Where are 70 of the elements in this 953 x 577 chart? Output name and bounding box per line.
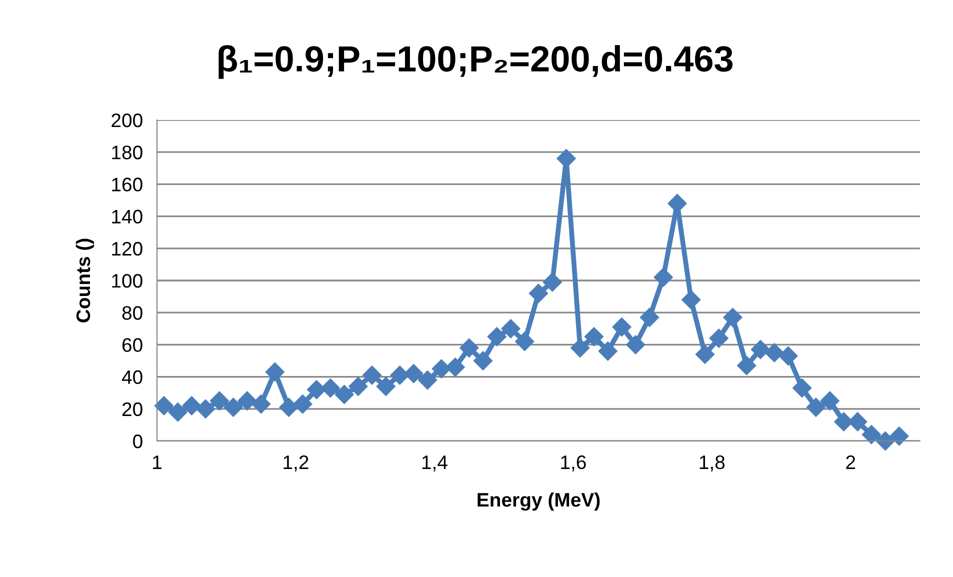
point (778, 346, 798, 366)
y-axis-title: Counts () (76, 238, 94, 322)
point (820, 391, 840, 410)
x-tick-label: 2 (846, 455, 856, 469)
y-tick-label: 160 (112, 178, 142, 192)
point (473, 351, 493, 370)
point (238, 391, 257, 410)
y-tick-label: 80 (122, 306, 142, 320)
point (487, 327, 506, 346)
x-axis-title: Energy (MeV) (478, 492, 600, 511)
point (764, 343, 784, 362)
point (154, 396, 174, 416)
point (584, 327, 604, 346)
point (307, 380, 326, 400)
point (528, 284, 548, 303)
point (890, 426, 909, 446)
point (210, 391, 229, 410)
point (320, 378, 340, 398)
point (570, 338, 590, 358)
point (792, 378, 812, 398)
point (252, 394, 271, 414)
point (515, 332, 534, 352)
y-tick-label: 40 (122, 370, 142, 384)
point (542, 272, 562, 292)
y-tick-label: 100 (112, 274, 142, 288)
x-tick-label: 1 (153, 456, 162, 469)
point (876, 431, 895, 451)
x-tick-label: 1,4 (422, 456, 448, 472)
point (376, 376, 396, 396)
point (265, 362, 284, 382)
point (279, 398, 298, 417)
point (862, 425, 881, 444)
point (362, 366, 382, 385)
point (695, 344, 715, 364)
point (168, 402, 188, 422)
x-tick-label: 1,6 (561, 455, 586, 472)
y-tick-label: 120 (112, 242, 142, 256)
point (293, 394, 312, 414)
point (626, 335, 646, 354)
point (334, 384, 354, 404)
point (390, 366, 410, 385)
point (224, 398, 243, 417)
y-tick-label: 180 (112, 146, 142, 160)
chart-title: β₁=0.9;P₁=100;P₂=200,d=0.463 (218, 45, 733, 79)
point (348, 376, 368, 396)
point (806, 398, 826, 417)
point (598, 342, 618, 361)
x-tick-label: 1,8 (700, 455, 725, 472)
point (446, 358, 465, 377)
point (654, 268, 673, 287)
y-tick-label: 60 (122, 338, 142, 352)
point (640, 308, 660, 327)
point (418, 370, 438, 390)
y-tick-label: 140 (112, 210, 142, 224)
y-tick-label: 20 (122, 402, 142, 416)
point (612, 318, 632, 337)
point (750, 340, 770, 360)
point (182, 396, 202, 416)
y-tick-label: 0 (133, 434, 142, 448)
x-tick-label: 1,2 (284, 455, 308, 472)
point (723, 308, 742, 327)
point (196, 399, 216, 418)
point (432, 359, 451, 378)
point (460, 338, 479, 358)
point (682, 290, 701, 310)
point (737, 356, 756, 376)
y-tick-label: 200 (112, 113, 142, 128)
point (404, 364, 424, 384)
point (501, 319, 520, 338)
point (709, 328, 728, 348)
